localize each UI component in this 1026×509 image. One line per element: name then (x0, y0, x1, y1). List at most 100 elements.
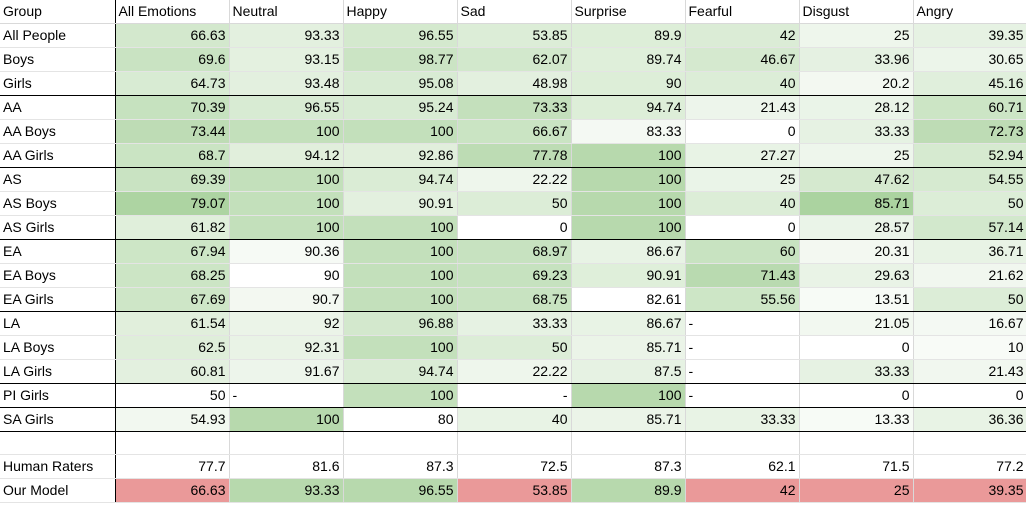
score-cell[interactable]: 66.67 (457, 119, 572, 144)
row-label-cell[interactable]: EA Boys (0, 263, 116, 288)
score-cell[interactable]: 71.5 (799, 454, 914, 479)
score-cell[interactable]: 0 (685, 119, 800, 144)
column-header[interactable]: Sad (457, 0, 572, 24)
score-cell[interactable]: 68.25 (115, 263, 230, 288)
score-cell[interactable]: 73.33 (457, 95, 572, 120)
score-cell[interactable]: 85.71 (571, 335, 686, 360)
score-cell[interactable]: - (457, 383, 572, 408)
score-cell[interactable]: 48.98 (457, 71, 572, 96)
score-cell[interactable]: 100 (343, 383, 458, 408)
row-label-cell[interactable]: Boys (0, 47, 116, 72)
score-cell[interactable]: 22.22 (457, 359, 572, 384)
score-cell[interactable]: 25 (799, 23, 914, 48)
score-cell[interactable]: 92.31 (229, 335, 344, 360)
score-cell[interactable]: 33.33 (457, 311, 572, 336)
score-cell[interactable]: 94.74 (343, 359, 458, 384)
score-cell[interactable]: 94.74 (343, 167, 458, 192)
score-cell[interactable]: 0 (685, 215, 800, 240)
score-cell[interactable]: 67.69 (115, 287, 230, 312)
row-label-cell[interactable]: AA (0, 95, 116, 120)
score-cell[interactable]: 100 (571, 167, 686, 192)
score-cell[interactable]: 29.63 (799, 263, 914, 288)
score-cell[interactable]: 83.33 (571, 119, 686, 144)
row-label-cell[interactable]: EA Girls (0, 287, 116, 312)
score-cell[interactable]: 28.57 (799, 215, 914, 240)
score-cell[interactable]: 95.08 (343, 71, 458, 96)
score-cell[interactable]: 71.43 (685, 263, 800, 288)
column-header[interactable]: Group (0, 0, 116, 24)
score-cell[interactable]: 25 (799, 143, 914, 168)
score-cell[interactable]: 90 (571, 71, 686, 96)
score-cell[interactable]: 90.91 (571, 263, 686, 288)
score-cell[interactable]: 21.43 (913, 359, 1026, 384)
row-label-cell[interactable]: All People (0, 23, 116, 48)
score-cell[interactable]: 50 (457, 191, 572, 216)
score-cell[interactable]: 0 (799, 383, 914, 408)
score-cell[interactable]: 22.22 (457, 167, 572, 192)
score-cell[interactable]: 92.86 (343, 143, 458, 168)
column-header[interactable]: Surprise (571, 0, 686, 24)
score-cell[interactable]: 87.3 (343, 454, 458, 479)
score-cell[interactable]: 55.56 (685, 287, 800, 312)
score-cell[interactable]: 16.67 (913, 311, 1026, 336)
score-cell[interactable]: 0 (799, 335, 914, 360)
score-cell[interactable]: 100 (571, 191, 686, 216)
score-cell[interactable]: 33.33 (799, 119, 914, 144)
score-cell[interactable]: 93.33 (229, 478, 344, 503)
row-label-cell[interactable]: AS (0, 167, 116, 192)
score-cell[interactable]: 96.88 (343, 311, 458, 336)
score-cell[interactable]: 30.65 (913, 47, 1026, 72)
empty-cell[interactable] (685, 431, 800, 455)
score-cell[interactable]: 100 (229, 215, 344, 240)
score-cell[interactable]: 72.73 (913, 119, 1026, 144)
score-cell[interactable]: 67.94 (115, 239, 230, 264)
score-cell[interactable]: 69.23 (457, 263, 572, 288)
column-header[interactable]: Fearful (685, 0, 800, 24)
score-cell[interactable]: 86.67 (571, 311, 686, 336)
score-cell[interactable]: 91.67 (229, 359, 344, 384)
score-cell[interactable]: 68.7 (115, 143, 230, 168)
score-cell[interactable]: 77.78 (457, 143, 572, 168)
score-cell[interactable]: 62.1 (685, 454, 800, 479)
empty-cell[interactable] (457, 431, 572, 455)
score-cell[interactable]: 53.85 (457, 478, 572, 503)
empty-cell[interactable] (799, 431, 914, 455)
score-cell[interactable]: 82.61 (571, 287, 686, 312)
score-cell[interactable]: 25 (799, 478, 914, 503)
score-cell[interactable]: 79.07 (115, 191, 230, 216)
row-label-cell[interactable]: EA (0, 239, 116, 264)
score-cell[interactable]: 20.2 (799, 71, 914, 96)
row-label-cell[interactable]: AS Boys (0, 191, 116, 216)
score-cell[interactable]: 42 (685, 478, 800, 503)
score-cell[interactable]: 27.27 (685, 143, 800, 168)
score-cell[interactable]: 87.5 (571, 359, 686, 384)
score-cell[interactable]: 61.82 (115, 215, 230, 240)
score-cell[interactable]: 100 (571, 383, 686, 408)
score-cell[interactable]: 90 (229, 263, 344, 288)
row-label-cell[interactable]: AA Girls (0, 143, 116, 168)
score-cell[interactable]: 40 (685, 71, 800, 96)
score-cell[interactable]: 93.15 (229, 47, 344, 72)
score-cell[interactable]: 94.12 (229, 143, 344, 168)
row-label-cell[interactable]: SA Girls (0, 407, 116, 432)
score-cell[interactable]: 100 (343, 239, 458, 264)
score-cell[interactable]: 100 (343, 335, 458, 360)
score-cell[interactable]: 100 (571, 215, 686, 240)
score-cell[interactable]: 93.48 (229, 71, 344, 96)
score-cell[interactable]: 96.55 (343, 23, 458, 48)
score-cell[interactable]: 72.5 (457, 454, 572, 479)
score-cell[interactable]: 100 (343, 119, 458, 144)
row-label-cell[interactable]: Human Raters (0, 454, 116, 479)
score-cell[interactable]: 77.2 (913, 454, 1026, 479)
score-cell[interactable]: 50 (913, 287, 1026, 312)
score-cell[interactable]: 70.39 (115, 95, 230, 120)
score-cell[interactable]: - (229, 383, 344, 408)
score-cell[interactable]: 39.35 (913, 478, 1026, 503)
score-cell[interactable]: 81.6 (229, 454, 344, 479)
score-cell[interactable]: 100 (229, 191, 344, 216)
empty-cell[interactable] (115, 431, 230, 455)
score-cell[interactable]: 89.9 (571, 23, 686, 48)
score-cell[interactable]: 10 (913, 335, 1026, 360)
score-cell[interactable]: 25 (685, 167, 800, 192)
score-cell[interactable]: 0 (457, 215, 572, 240)
